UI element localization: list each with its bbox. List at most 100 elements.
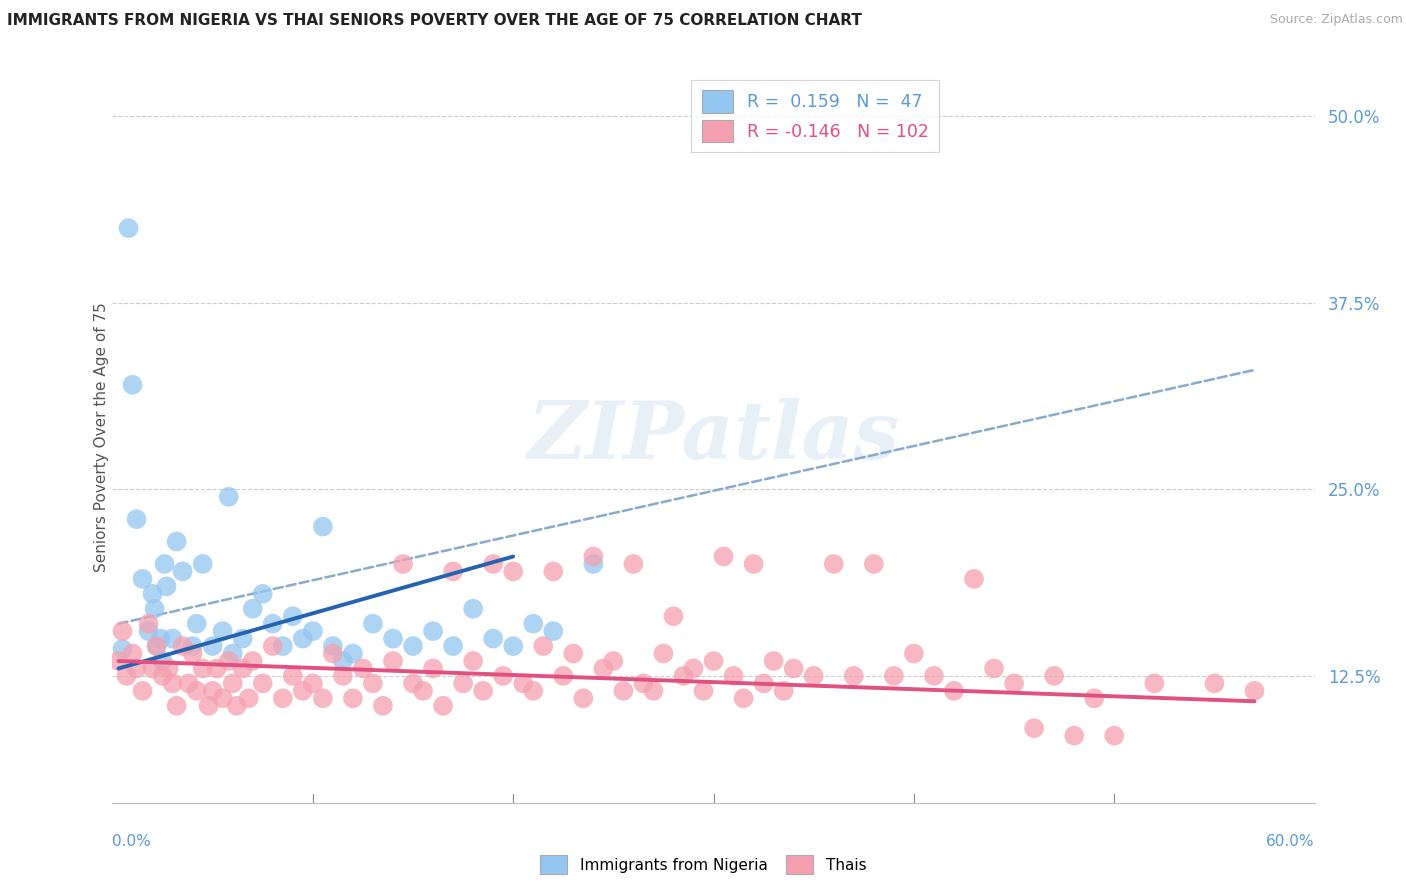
Point: [562, 647, 585, 661]
Text: Source: ZipAtlas.com: Source: ZipAtlas.com: [1270, 13, 1403, 27]
Point: [522, 616, 544, 631]
Point: [733, 691, 755, 706]
Point: [823, 557, 845, 571]
Point: [592, 661, 614, 675]
Point: [621, 557, 644, 571]
Point: [482, 632, 505, 646]
Point: [342, 647, 364, 661]
Point: [553, 669, 575, 683]
Point: [149, 632, 172, 646]
Point: [145, 639, 167, 653]
Point: [172, 639, 194, 653]
Point: [125, 661, 148, 675]
Point: [862, 557, 886, 571]
Point: [381, 654, 405, 668]
Point: [312, 519, 335, 533]
Point: [883, 669, 905, 683]
Point: [381, 632, 405, 646]
Point: [301, 676, 323, 690]
Point: [111, 624, 134, 639]
Point: [672, 669, 695, 683]
Point: [238, 691, 260, 706]
Point: [402, 639, 425, 653]
Point: [138, 616, 160, 631]
Point: [371, 698, 394, 713]
Point: [191, 557, 214, 571]
Point: [322, 639, 344, 653]
Point: [205, 661, 228, 675]
Point: [252, 587, 274, 601]
Point: [332, 654, 354, 668]
Point: [121, 377, 143, 392]
Point: [162, 676, 184, 690]
Point: [281, 669, 304, 683]
Point: [172, 565, 194, 579]
Point: [271, 639, 294, 653]
Point: [1002, 676, 1025, 690]
Point: [162, 632, 184, 646]
Point: [262, 639, 284, 653]
Point: [582, 549, 605, 564]
Point: [271, 691, 294, 706]
Point: [942, 683, 965, 698]
Point: [522, 683, 544, 698]
Point: [412, 683, 434, 698]
Point: [702, 654, 725, 668]
Point: [772, 683, 794, 698]
Point: [502, 639, 524, 653]
Point: [1063, 729, 1085, 743]
Point: [441, 639, 464, 653]
Point: [803, 669, 825, 683]
Point: [1243, 683, 1265, 698]
Point: [242, 601, 264, 615]
Point: [125, 512, 148, 526]
Point: [157, 661, 180, 675]
Point: [502, 565, 524, 579]
Point: [222, 647, 245, 661]
Legend: R =  0.159   N =  47, R = -0.146   N = 102: R = 0.159 N = 47, R = -0.146 N = 102: [692, 80, 939, 153]
Legend: Immigrants from Nigeria, Thais: Immigrants from Nigeria, Thais: [534, 849, 872, 880]
Point: [107, 654, 129, 668]
Point: [186, 616, 208, 631]
Point: [152, 654, 174, 668]
Point: [166, 698, 188, 713]
Point: [211, 624, 233, 639]
Text: IMMIGRANTS FROM NIGERIA VS THAI SENIORS POVERTY OVER THE AGE OF 75 CORRELATION C: IMMIGRANTS FROM NIGERIA VS THAI SENIORS …: [7, 13, 862, 29]
Point: [543, 565, 565, 579]
Point: [152, 669, 174, 683]
Point: [252, 676, 274, 690]
Text: ZIPatlas: ZIPatlas: [527, 399, 900, 475]
Point: [441, 565, 464, 579]
Point: [145, 639, 167, 653]
Point: [983, 661, 1005, 675]
Point: [197, 698, 219, 713]
Point: [922, 669, 945, 683]
Point: [762, 654, 785, 668]
Y-axis label: Seniors Poverty Over the Age of 75: Seniors Poverty Over the Age of 75: [94, 302, 108, 572]
Point: [232, 632, 254, 646]
Point: [352, 661, 374, 675]
Point: [842, 669, 865, 683]
Point: [742, 557, 765, 571]
Point: [361, 676, 384, 690]
Point: [582, 557, 605, 571]
Point: [141, 587, 163, 601]
Point: [723, 669, 745, 683]
Point: [492, 669, 515, 683]
Point: [222, 676, 245, 690]
Point: [392, 557, 415, 571]
Point: [1083, 691, 1105, 706]
Point: [138, 624, 160, 639]
Point: [461, 654, 484, 668]
Point: [262, 616, 284, 631]
Point: [512, 676, 534, 690]
Point: [291, 632, 314, 646]
Point: [201, 683, 224, 698]
Point: [342, 691, 364, 706]
Point: [232, 661, 254, 675]
Point: [155, 579, 177, 593]
Point: [218, 490, 240, 504]
Point: [482, 557, 505, 571]
Point: [1102, 729, 1125, 743]
Point: [903, 647, 925, 661]
